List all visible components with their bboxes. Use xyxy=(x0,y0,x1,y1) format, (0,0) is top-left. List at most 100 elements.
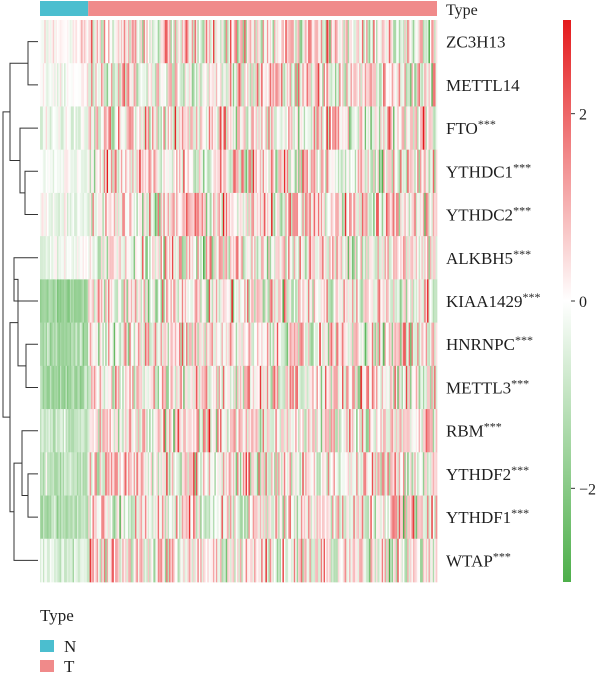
heatmap-cell xyxy=(132,495,134,540)
heatmap-cell xyxy=(359,409,361,453)
heatmap-cell xyxy=(195,279,198,323)
heatmap-cell xyxy=(64,63,66,107)
heatmap-cell xyxy=(384,495,387,540)
heatmap-cell xyxy=(139,192,142,237)
heatmap-cell xyxy=(222,192,225,237)
heatmap-cell xyxy=(269,236,272,280)
heatmap-cell xyxy=(201,20,204,64)
heatmap-cell xyxy=(61,20,64,64)
heatmap-cell xyxy=(411,20,414,64)
heatmap-cell xyxy=(242,365,245,410)
heatmap-cell xyxy=(150,538,153,583)
heatmap-cell xyxy=(278,192,280,237)
heatmap-cell xyxy=(79,192,82,237)
heatmap-cell xyxy=(405,106,408,151)
heatmap-cell xyxy=(367,236,370,280)
heatmap-cell xyxy=(373,538,375,583)
heatmap-cell xyxy=(289,322,292,367)
heatmap-cell xyxy=(105,495,107,540)
heatmap-cell xyxy=(194,322,197,367)
heatmap-cell xyxy=(400,409,402,453)
heatmap-cell xyxy=(174,192,177,237)
heatmap-cell xyxy=(343,322,346,367)
heatmap-cell xyxy=(42,452,45,496)
heatmap-cell xyxy=(245,192,248,237)
heatmap-cell xyxy=(79,322,82,367)
heatmap-cell xyxy=(266,495,269,540)
heatmap-cell xyxy=(368,322,371,367)
heatmap-cell xyxy=(370,63,373,107)
heatmap-cell xyxy=(288,149,290,194)
heatmap-cell xyxy=(92,279,95,323)
heatmap-cell xyxy=(74,538,76,583)
heatmap-cell xyxy=(351,279,354,323)
significance-marker: *** xyxy=(513,160,531,174)
heatmap-cell xyxy=(361,409,364,453)
heatmap-cell xyxy=(272,149,275,194)
heatmap-cell xyxy=(103,538,106,583)
heatmap-cell xyxy=(419,409,422,453)
heatmap-cell xyxy=(173,365,176,410)
heatmap-cell xyxy=(144,106,147,151)
heatmap-cell xyxy=(177,106,180,151)
heatmap-cell xyxy=(191,495,194,540)
heatmap-cell xyxy=(72,279,75,323)
heatmap-cell xyxy=(157,106,160,151)
heatmap-cell xyxy=(390,279,392,323)
heatmap-cell xyxy=(86,538,89,583)
heatmap-cell xyxy=(414,322,417,367)
heatmap-cell xyxy=(116,106,119,151)
heatmap-cell xyxy=(176,495,178,540)
heatmap-cell xyxy=(295,452,297,496)
heatmap-cell xyxy=(188,20,191,64)
heatmap-cell xyxy=(139,63,142,107)
heatmap-cell xyxy=(414,365,417,410)
heatmap-cell xyxy=(227,149,229,194)
heatmap-cell xyxy=(279,236,282,280)
heatmap-cell xyxy=(146,409,149,453)
heatmap-cell xyxy=(218,192,221,237)
heatmap-cell xyxy=(408,149,411,194)
heatmap-cell xyxy=(112,452,115,496)
heatmap-cell xyxy=(387,192,390,237)
heatmap-cell xyxy=(367,149,370,194)
heatmap-cell xyxy=(187,20,190,64)
heatmap-cell xyxy=(353,322,356,367)
heatmap-cell xyxy=(71,192,73,237)
heatmap-cell xyxy=(45,452,48,496)
heatmap-cell xyxy=(187,63,190,107)
heatmap-cell xyxy=(205,322,208,367)
heatmap-cell xyxy=(380,236,383,280)
heatmap-cell xyxy=(58,409,61,453)
heatmap-cell xyxy=(91,20,93,64)
heatmap-cell xyxy=(354,365,357,410)
heatmap-cell xyxy=(349,192,351,237)
heatmap-cell xyxy=(222,106,225,151)
heatmap-cell xyxy=(302,322,305,367)
heatmap-cell xyxy=(259,452,262,496)
heatmap-cell xyxy=(161,63,164,107)
heatmap-cell xyxy=(303,149,306,194)
heatmap-cell xyxy=(156,106,159,151)
heatmap-row-fto xyxy=(40,106,438,151)
heatmap-cell xyxy=(400,106,402,151)
heatmap-cell xyxy=(242,192,245,237)
heatmap-cell xyxy=(232,149,235,194)
heatmap-cell xyxy=(383,409,385,453)
heatmap-cell xyxy=(227,279,229,323)
heatmap-cell xyxy=(184,149,187,194)
heatmap-cell xyxy=(215,236,218,280)
heatmap-cell xyxy=(401,236,404,280)
heatmap-cell xyxy=(166,365,168,410)
heatmap-cell xyxy=(140,20,143,64)
heatmap-cell xyxy=(217,365,219,410)
heatmap-cell xyxy=(340,322,343,367)
heatmap-cell xyxy=(428,538,431,583)
heatmap-cell xyxy=(91,452,93,496)
heatmap-cell xyxy=(103,409,106,453)
heatmap-cell xyxy=(278,495,280,540)
heatmap-cell xyxy=(393,192,395,237)
heatmap-cell xyxy=(69,279,72,323)
heatmap-cell xyxy=(381,538,384,583)
heatmap-cell xyxy=(248,279,251,323)
